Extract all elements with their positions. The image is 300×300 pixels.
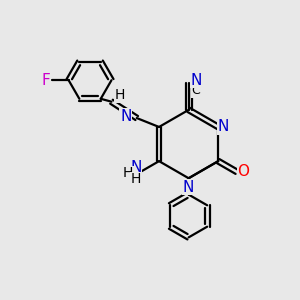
Text: N: N (183, 180, 194, 195)
Text: H: H (131, 172, 141, 186)
Text: O: O (237, 164, 249, 179)
Text: H: H (115, 88, 125, 102)
Text: C: C (192, 84, 200, 97)
Text: N: N (130, 160, 142, 175)
Text: N: N (190, 73, 202, 88)
Text: F: F (41, 73, 50, 88)
Text: N: N (218, 119, 229, 134)
Text: H: H (123, 166, 133, 180)
Text: N: N (120, 109, 131, 124)
